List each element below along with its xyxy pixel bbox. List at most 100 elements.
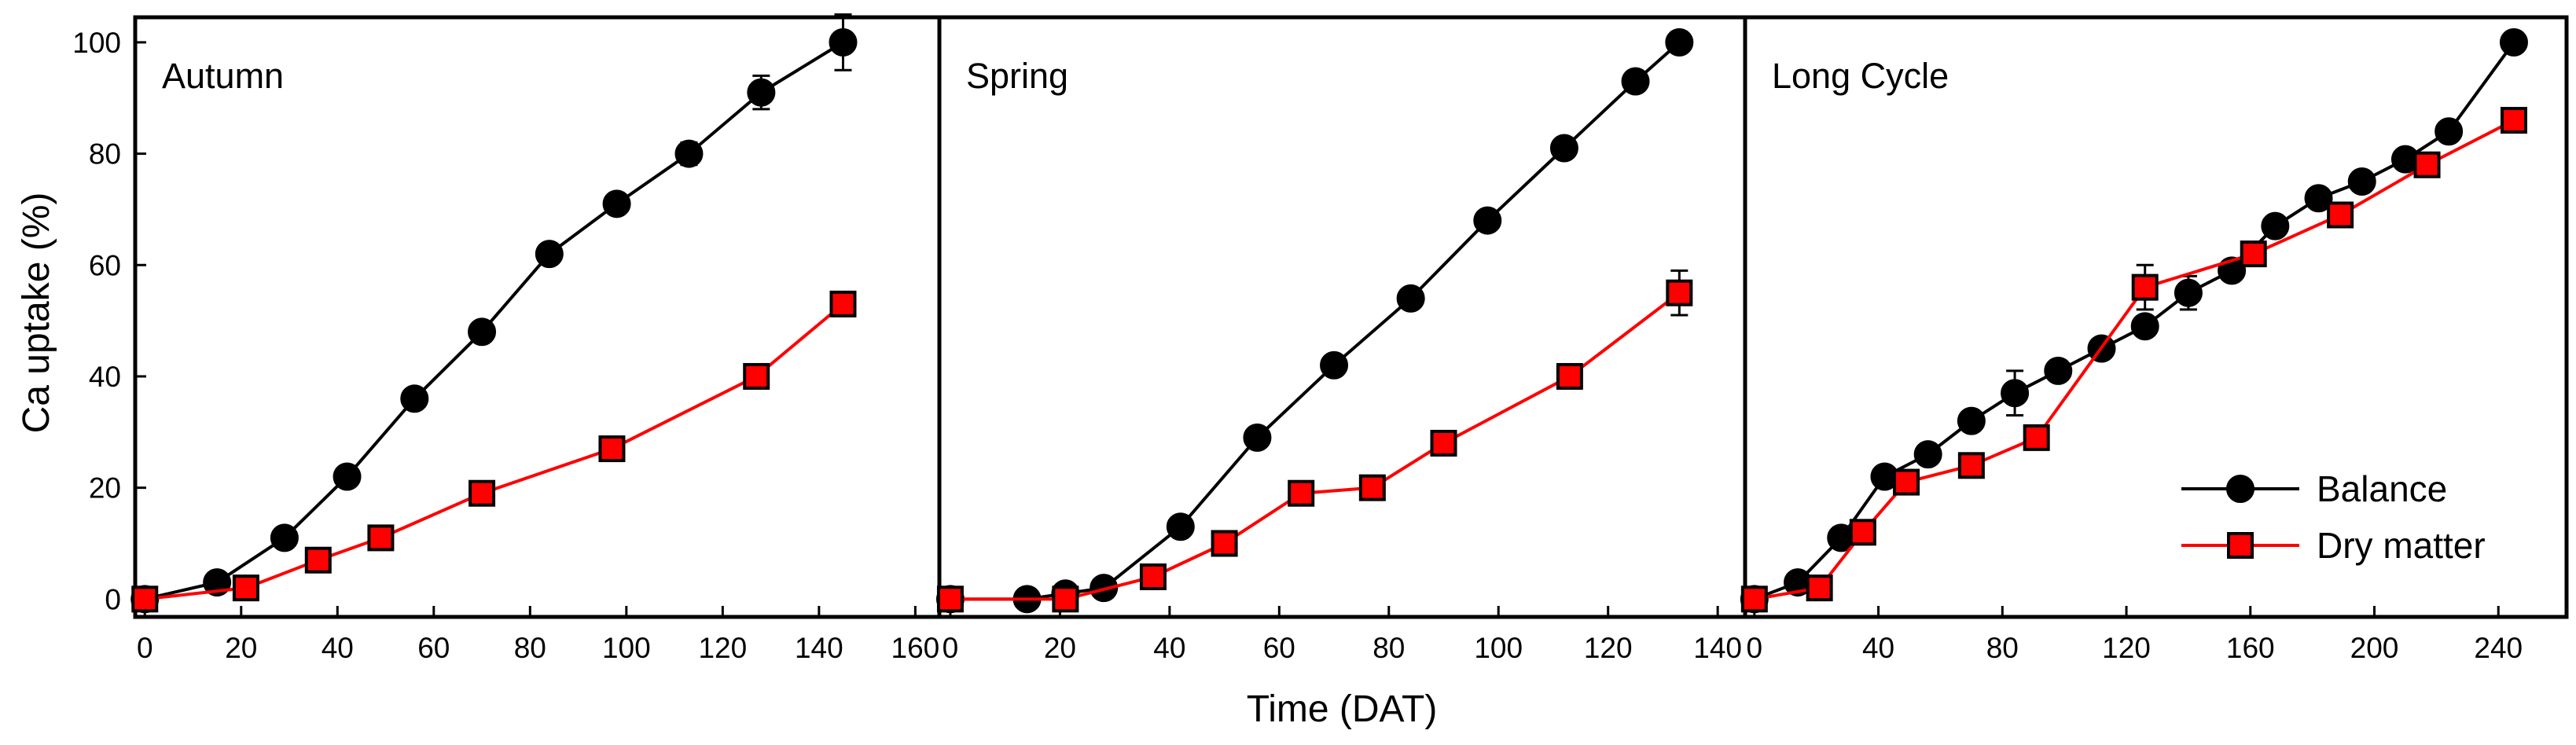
- series-dry-matter: [1740, 107, 2527, 613]
- data-point: [743, 362, 770, 390]
- data-point: [1320, 350, 1349, 380]
- data-point: [232, 574, 259, 602]
- data-point: [2327, 201, 2354, 229]
- data-point: [598, 435, 626, 463]
- x-tick-label: 0: [137, 632, 153, 664]
- data-point: [1806, 574, 1833, 602]
- x-tick-label: 0: [1747, 632, 1763, 664]
- y-tick-label: 20: [89, 472, 121, 505]
- series-balance: [935, 28, 1694, 614]
- data-point: [468, 317, 497, 347]
- series-line-dry-matter: [145, 303, 844, 601]
- data-point: [1549, 134, 1578, 163]
- data-point: [2435, 117, 2464, 146]
- legend-label-dry-matter: Dry matter: [2317, 525, 2486, 566]
- x-tick-label: 40: [1862, 632, 1894, 664]
- data-point: [2130, 312, 2159, 341]
- data-point: [1913, 440, 1942, 469]
- x-tick-label: 120: [1584, 632, 1633, 664]
- data-point: [333, 462, 362, 491]
- data-point: [2304, 184, 2333, 213]
- x-tick-label: 60: [1263, 632, 1295, 664]
- x-tick-label: 20: [225, 632, 257, 664]
- data-point: [1621, 67, 1650, 96]
- data-point: [1740, 585, 1768, 613]
- data-point: [674, 139, 704, 168]
- data-point: [535, 240, 564, 269]
- x-tick-label: 160: [891, 632, 940, 664]
- panel-title: Long Cycle: [1772, 56, 1949, 96]
- data-point: [829, 28, 858, 57]
- data-point: [1893, 468, 1920, 496]
- x-tick-label: 160: [2226, 632, 2275, 664]
- data-point: [1358, 474, 1386, 501]
- y-tick-label: 80: [89, 138, 121, 171]
- x-tick-label: 20: [1044, 632, 1076, 664]
- x-tick-label: 200: [2350, 632, 2399, 664]
- x-tick-label: 0: [943, 632, 959, 664]
- x-tick-label: 40: [322, 632, 354, 664]
- data-point: [1666, 279, 1693, 306]
- y-tick-label: 40: [89, 361, 121, 393]
- data-point: [1957, 406, 1986, 435]
- x-tick-label: 240: [2474, 632, 2523, 664]
- y-tick-label: 60: [89, 249, 121, 281]
- x-tick-label: 60: [417, 632, 450, 664]
- data-point: [936, 585, 964, 613]
- series-line-balance: [950, 41, 1681, 601]
- legend-label-balance: Balance: [2317, 468, 2447, 509]
- x-tick-label: 140: [795, 632, 843, 664]
- panel-long-cycle: Long Cycle 0 40 80 120 160 200 240: [1740, 15, 2569, 664]
- data-point: [2261, 211, 2290, 240]
- y-axis-title: Ca uptake (%): [16, 193, 57, 434]
- data-point: [1211, 530, 1238, 557]
- data-point: [400, 384, 429, 413]
- legend-marker-balance: [2226, 475, 2254, 503]
- data-point: [602, 189, 631, 218]
- y-tick-label: 0: [105, 583, 121, 615]
- series-line-balance: [144, 41, 844, 601]
- panel-title: Autumn: [162, 56, 284, 96]
- data-point: [2174, 278, 2203, 307]
- data-point: [2044, 356, 2073, 385]
- data-point: [1243, 423, 1272, 452]
- panel-frame: [937, 15, 1747, 619]
- data-point: [270, 523, 299, 552]
- panel-frame: [1743, 15, 2569, 619]
- x-tick-label: 120: [2102, 632, 2151, 664]
- data-point: [2413, 151, 2441, 178]
- data-point: [2001, 379, 2030, 408]
- data-point: [367, 524, 395, 552]
- y-tick-label: 100: [72, 27, 121, 59]
- x-tick-label: 80: [1986, 632, 2019, 664]
- x-tick-label: 120: [698, 632, 747, 664]
- data-point: [829, 290, 857, 317]
- series-line-dry-matter: [950, 292, 1681, 601]
- data-point: [131, 585, 159, 613]
- data-point: [2347, 167, 2376, 196]
- x-tick-label: 100: [1474, 632, 1523, 664]
- legend: Balance Dry matter: [2181, 468, 2486, 566]
- data-point: [2023, 424, 2050, 451]
- legend-marker-dry-matter: [2227, 532, 2254, 559]
- panel-autumn: Autumn 0 20 40 60 80 100 120 140 160: [130, 13, 942, 664]
- data-point: [1430, 429, 1457, 457]
- data-point: [1556, 362, 1583, 390]
- data-point: [747, 78, 776, 107]
- data-point: [2240, 240, 2267, 268]
- panel-spring: Spring 0 20 40 60 80 100 120 140: [935, 15, 1747, 664]
- data-point: [1665, 28, 1694, 57]
- data-point: [1957, 452, 1985, 479]
- data-point: [469, 479, 496, 507]
- data-point: [304, 546, 332, 574]
- data-point: [1052, 585, 1079, 613]
- data-point: [1139, 563, 1167, 590]
- x-tick-label: 80: [1373, 632, 1405, 664]
- data-point: [2500, 107, 2527, 134]
- x-axis-title: Time (DAT): [1247, 688, 1438, 730]
- panel-title: Spring: [966, 56, 1068, 96]
- x-tick-label: 80: [514, 632, 546, 664]
- x-tick-label: 40: [1153, 632, 1185, 664]
- data-point: [1166, 512, 1195, 541]
